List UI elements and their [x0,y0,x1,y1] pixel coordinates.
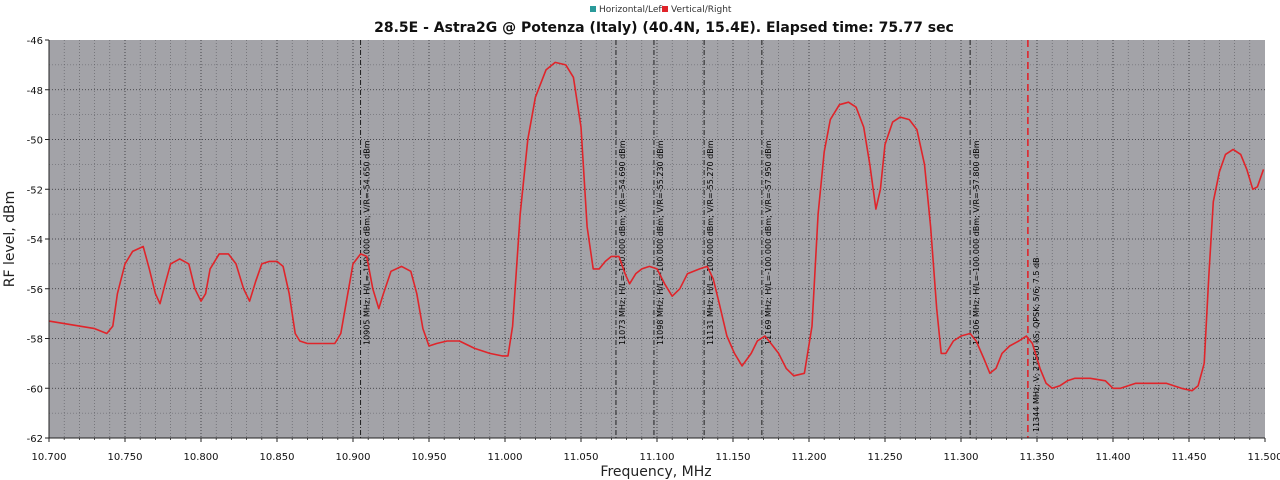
marker-label: 10905 MHz; H/L=-100.000 dBm; V/R=-54.650… [363,140,372,345]
frequency-markers: 10905 MHz; H/L=-100.000 dBm; V/R=-54.650… [360,40,1041,438]
marker-label: 11306 MHz; H/L=-100.000 dBm; V/R=-57.800… [972,140,981,345]
marker-label: 11098 MHz; H/L=-100.000 dBm; V/R=-55.230… [656,140,665,345]
legend: Horizontal/Left Vertical/Right [590,5,732,15]
x-tick-label: 10.850 [260,452,295,463]
active-marker-label: 11344 MHz; V; 27500 kS; QPSK; 5/6; 7.5 d… [1032,257,1041,432]
marker-label: 11073 MHz; H/L=-100.000 dBm; V/R=-54.690… [618,140,627,345]
chart-title: 28.5E - Astra2G @ Potenza (Italy) (40.4N… [374,20,954,36]
y-tick-label: -56 [27,285,43,296]
x-tick-label: 10.950 [412,452,447,463]
y-tick-label: -46 [27,36,43,47]
x-tick-label: 10.800 [184,452,219,463]
y-tick-label: -54 [27,235,43,246]
marker-label: 11169 MHz; H/L=-100.000 dBm; V/R=-57.950… [764,140,773,345]
x-tick-label: 11.350 [1020,452,1055,463]
legend-label-horizontal: Horizontal/Left [599,5,665,15]
legend-swatch-vertical [662,6,668,12]
series-layer [48,61,1265,392]
x-tick-label: 10.700 [32,452,67,463]
x-tick-label: 11.050 [564,452,599,463]
x-tick-label: 11.400 [1096,452,1131,463]
marker-label: 11131 MHz; H/L=-100.000 dBm; V/R=-55.270… [706,140,715,345]
y-tick-label: -50 [27,136,43,147]
grid [49,40,1265,438]
y-tick-label: -52 [27,185,43,196]
y-tick-label: -60 [27,384,43,395]
x-tick-label: 11.150 [716,452,751,463]
legend-swatch-horizontal [590,6,596,12]
y-axis-label: RF level, dBm [2,191,18,288]
x-tick-label: 11.500 [1248,452,1280,463]
y-tick-label: -58 [27,335,43,346]
legend-label-vertical: Vertical/Right [671,5,732,15]
x-axis-label: Frequency, MHz [600,464,711,480]
x-tick-label: 10.900 [336,452,371,463]
x-tick-label: 11.200 [792,452,827,463]
x-tick-label: 11.250 [868,452,903,463]
series-line-vertical-right [48,61,1265,392]
x-tick-label: 11.300 [944,452,979,463]
y-tick-label: -48 [27,86,43,97]
x-tick-label: 11.450 [1172,452,1207,463]
x-tick-label: 11.000 [488,452,523,463]
x-tick-label: 11.100 [640,452,675,463]
x-tick-label: 10.750 [108,452,143,463]
y-tick-label: -62 [27,434,43,445]
